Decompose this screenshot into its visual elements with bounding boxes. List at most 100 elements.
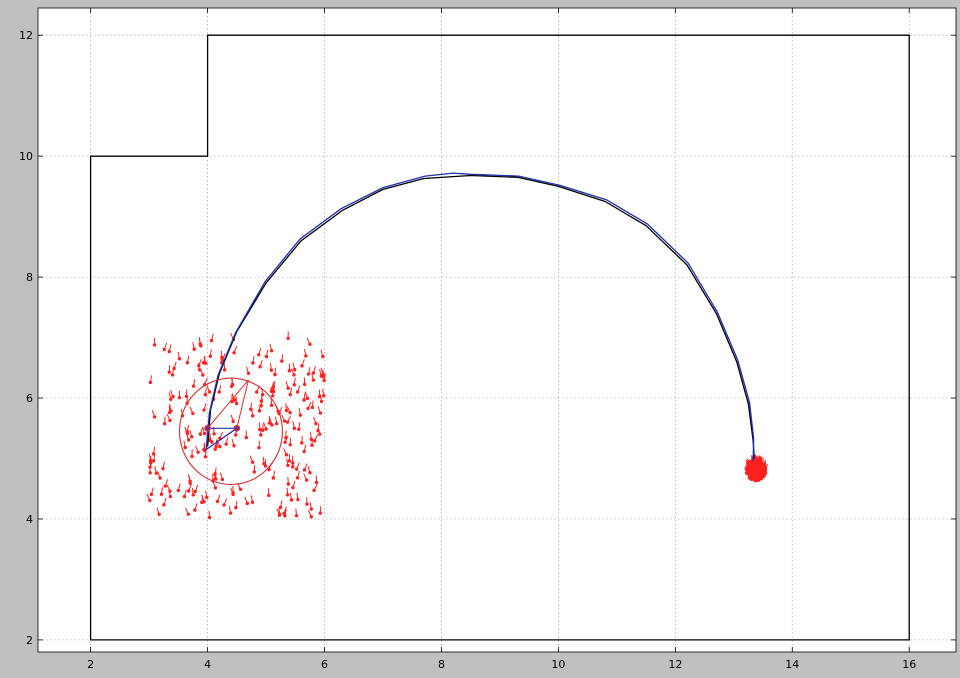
boundary-line	[89, 34, 910, 641]
particle	[222, 368, 227, 372]
particle	[267, 493, 271, 498]
particle	[152, 415, 157, 419]
particle	[244, 435, 248, 440]
particle	[157, 512, 161, 516]
particle	[758, 470, 762, 474]
particle	[287, 459, 292, 463]
particle	[286, 482, 291, 486]
particle	[250, 460, 255, 464]
particle	[170, 373, 175, 377]
particle	[162, 503, 166, 507]
particle	[212, 432, 216, 436]
particle	[162, 422, 167, 426]
particle	[322, 378, 326, 383]
particle	[300, 441, 304, 445]
particle	[309, 507, 313, 511]
particle	[185, 361, 190, 365]
particle	[264, 354, 269, 359]
particle	[309, 437, 314, 442]
particle	[198, 342, 202, 346]
y-tick-label: 4	[26, 513, 33, 526]
particle	[224, 442, 228, 446]
particle	[300, 364, 304, 368]
particle	[182, 494, 187, 499]
particle	[321, 354, 325, 359]
particle	[171, 394, 175, 399]
particle	[191, 493, 195, 497]
particle	[278, 505, 283, 510]
particle	[203, 455, 208, 459]
particle	[302, 398, 306, 402]
particle	[745, 471, 749, 475]
particle	[269, 368, 274, 372]
particle	[285, 420, 290, 424]
particle	[232, 351, 236, 355]
particle	[286, 386, 290, 390]
particle	[289, 498, 294, 502]
particle	[149, 461, 153, 465]
particle	[208, 354, 213, 358]
x-tick-label: 4	[204, 658, 211, 671]
particle	[319, 374, 323, 378]
particle	[288, 392, 292, 397]
particle	[295, 390, 300, 394]
x-tick-label: 6	[321, 658, 328, 671]
particle	[197, 364, 201, 368]
y-tick-label: 12	[19, 29, 33, 42]
particle	[196, 450, 200, 454]
particle	[754, 474, 759, 478]
particle	[186, 438, 191, 442]
axis-ticks: 2 4 6 8 10 12 14 16 2 4 6 8 10 12	[19, 8, 956, 671]
particle	[264, 427, 268, 431]
particle	[169, 397, 173, 401]
particle	[162, 347, 166, 352]
particle	[314, 421, 318, 426]
particle	[286, 336, 290, 341]
x-tick-label: 12	[668, 658, 682, 671]
particle	[193, 489, 197, 494]
particle	[261, 428, 265, 432]
particle	[284, 453, 289, 457]
particle	[259, 433, 263, 437]
particle	[305, 502, 309, 506]
particle	[217, 390, 221, 394]
particle	[232, 444, 236, 448]
particle	[159, 492, 164, 496]
particle	[152, 343, 157, 347]
robot-marker	[204, 424, 211, 432]
particle	[234, 433, 238, 437]
particle	[210, 440, 214, 444]
estimated-path-line	[205, 172, 755, 462]
particle	[269, 403, 274, 407]
particle	[202, 431, 207, 436]
y-tick-label: 10	[19, 150, 33, 163]
particle	[286, 463, 290, 468]
particle	[204, 361, 208, 365]
robot-marker	[233, 424, 241, 432]
particle	[292, 426, 297, 431]
particle	[314, 480, 319, 485]
particle	[250, 414, 255, 418]
particle	[167, 349, 171, 354]
particle	[149, 492, 154, 497]
particle	[319, 399, 324, 404]
particle	[192, 347, 196, 351]
particle	[270, 423, 274, 427]
particle	[263, 464, 268, 468]
sensor-ray	[207, 379, 249, 429]
particle	[756, 465, 761, 469]
particle	[318, 411, 323, 415]
particle	[186, 489, 191, 493]
particle	[218, 444, 222, 449]
particle	[304, 354, 308, 358]
particle-cloud	[146, 331, 769, 520]
particle	[292, 367, 297, 372]
particle	[207, 390, 212, 394]
particle	[249, 407, 253, 412]
particle	[191, 384, 196, 388]
particle	[318, 432, 322, 436]
particle	[273, 372, 277, 377]
particle	[172, 366, 176, 371]
particle	[163, 484, 167, 488]
particle	[311, 371, 316, 375]
